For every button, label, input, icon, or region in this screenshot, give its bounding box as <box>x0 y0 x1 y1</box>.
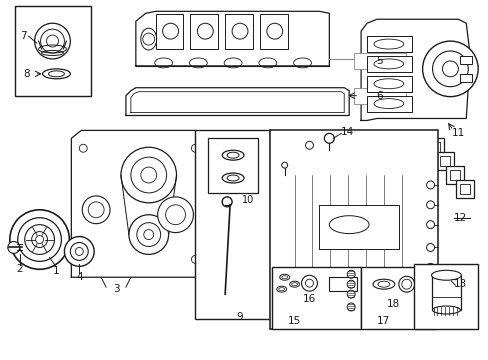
Bar <box>366 96 411 112</box>
Bar <box>459 74 471 82</box>
Ellipse shape <box>372 279 394 289</box>
Bar <box>360 267 435 329</box>
Circle shape <box>346 280 354 288</box>
Bar <box>455 180 473 198</box>
Bar <box>190 14 218 49</box>
Circle shape <box>426 201 434 209</box>
Circle shape <box>157 197 193 233</box>
Bar <box>436 152 453 170</box>
Bar <box>328 277 356 291</box>
Circle shape <box>121 147 176 203</box>
Bar <box>224 14 252 49</box>
Circle shape <box>82 196 110 224</box>
Text: 10: 10 <box>242 195 254 205</box>
Bar <box>319 205 398 249</box>
Bar <box>366 36 411 52</box>
Circle shape <box>129 215 168 255</box>
Text: 6: 6 <box>376 91 383 101</box>
Text: 17: 17 <box>377 316 390 326</box>
Circle shape <box>79 144 87 152</box>
Text: 9: 9 <box>236 312 243 322</box>
Polygon shape <box>277 172 426 274</box>
Circle shape <box>191 255 199 264</box>
Circle shape <box>422 41 477 96</box>
Bar <box>208 138 257 193</box>
Text: 16: 16 <box>302 294 315 304</box>
Bar <box>353 53 405 69</box>
Text: 13: 13 <box>453 279 466 289</box>
Circle shape <box>281 162 287 168</box>
Bar <box>271 267 360 329</box>
Bar <box>15 6 91 96</box>
Bar <box>446 166 463 184</box>
Text: 12: 12 <box>453 213 466 223</box>
Bar <box>366 56 411 72</box>
Circle shape <box>426 243 434 251</box>
Ellipse shape <box>432 306 459 314</box>
Circle shape <box>35 23 70 59</box>
Text: 11: 11 <box>451 129 464 138</box>
Polygon shape <box>126 88 348 116</box>
Bar <box>440 156 449 166</box>
Text: 18: 18 <box>386 299 400 309</box>
Ellipse shape <box>222 173 244 183</box>
Bar <box>459 56 471 64</box>
Text: 3: 3 <box>112 284 119 294</box>
Ellipse shape <box>42 69 70 79</box>
Polygon shape <box>136 11 328 66</box>
Bar <box>449 170 459 180</box>
Bar <box>195 130 269 319</box>
Bar <box>429 142 440 152</box>
Text: 4: 4 <box>76 272 82 282</box>
Circle shape <box>398 276 414 292</box>
Text: 5: 5 <box>376 56 383 66</box>
Circle shape <box>346 290 354 298</box>
Circle shape <box>324 133 334 143</box>
Circle shape <box>64 237 94 266</box>
Bar <box>459 184 469 194</box>
Circle shape <box>10 210 69 269</box>
Polygon shape <box>71 130 205 277</box>
Text: 1: 1 <box>53 266 60 276</box>
Circle shape <box>305 141 313 149</box>
Ellipse shape <box>276 286 286 292</box>
Ellipse shape <box>222 150 244 160</box>
Ellipse shape <box>431 270 460 280</box>
Bar <box>269 130 438 329</box>
Text: 8: 8 <box>23 69 30 79</box>
Bar <box>431 275 460 310</box>
Circle shape <box>8 242 20 253</box>
Bar <box>259 14 287 49</box>
Circle shape <box>301 275 317 291</box>
Circle shape <box>426 264 434 271</box>
Circle shape <box>79 255 87 264</box>
Bar <box>155 14 183 49</box>
Text: 15: 15 <box>287 316 301 326</box>
Circle shape <box>346 303 354 311</box>
Circle shape <box>346 270 354 278</box>
Bar <box>426 138 444 156</box>
Circle shape <box>426 221 434 229</box>
Circle shape <box>426 181 434 189</box>
Circle shape <box>191 144 199 152</box>
Ellipse shape <box>279 274 289 280</box>
Text: 2: 2 <box>17 264 23 274</box>
Polygon shape <box>284 148 373 165</box>
Ellipse shape <box>289 281 299 287</box>
Text: 7: 7 <box>20 31 27 41</box>
Bar <box>353 88 405 104</box>
Bar <box>366 76 411 92</box>
Polygon shape <box>360 19 469 121</box>
Text: 14: 14 <box>340 127 353 138</box>
Bar <box>413 264 477 329</box>
